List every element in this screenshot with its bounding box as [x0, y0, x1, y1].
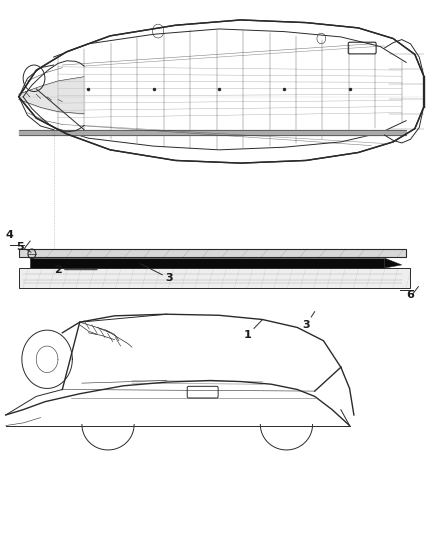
- FancyBboxPatch shape: [19, 268, 410, 288]
- Text: 6: 6: [406, 289, 414, 300]
- Polygon shape: [385, 258, 402, 268]
- FancyBboxPatch shape: [19, 249, 406, 257]
- Text: 3: 3: [141, 264, 173, 283]
- Text: 4: 4: [5, 230, 13, 240]
- FancyBboxPatch shape: [30, 258, 385, 268]
- Text: 2: 2: [54, 265, 97, 274]
- Text: 5: 5: [16, 242, 24, 252]
- Text: 3: 3: [302, 312, 315, 330]
- Text: 1: 1: [244, 319, 262, 341]
